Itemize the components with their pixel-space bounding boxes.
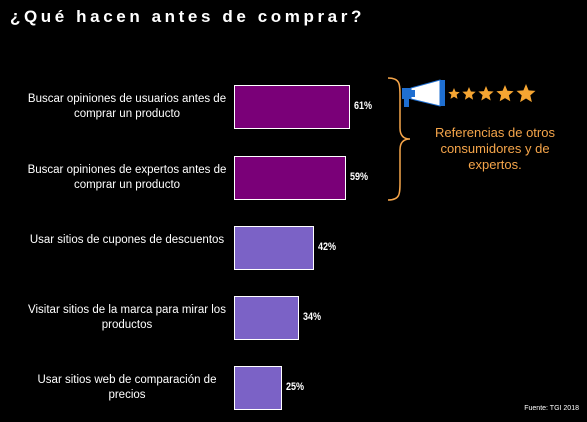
category-label: Buscar opiniones de usuarios antes de co… [27,93,227,120]
star-icon [516,84,536,103]
category-label: Usar sitios web de comparación de precio… [37,374,217,401]
megaphone-icon [402,79,445,107]
star-icon [478,86,494,101]
value-label: 42% [317,241,336,253]
star-icon [462,87,476,100]
chart-title: ¿Qué hacen antes de comprar? [10,7,365,26]
category-label: Buscar opiniones de expertos antes de co… [27,164,227,191]
brace-icon [387,77,411,201]
bar [234,366,282,410]
value-label: 61% [353,100,372,112]
value-label: 25% [285,381,304,393]
source-note: Fuente: TGI 2018 [524,405,579,412]
bar [234,296,299,340]
category-label: Visitar sitios de la marca para mirar lo… [28,304,226,331]
bar [234,156,347,200]
bar [234,226,314,270]
category-label: Usar sitios de cupones de descuentos [29,234,225,246]
callout-text: Referencias de otros consumidores y de e… [435,125,555,172]
value-label: 59% [350,171,369,183]
bar [234,85,350,129]
stars-group [448,84,536,103]
value-label: 34% [302,311,321,323]
star-icon [448,88,460,99]
star-icon [496,85,514,102]
